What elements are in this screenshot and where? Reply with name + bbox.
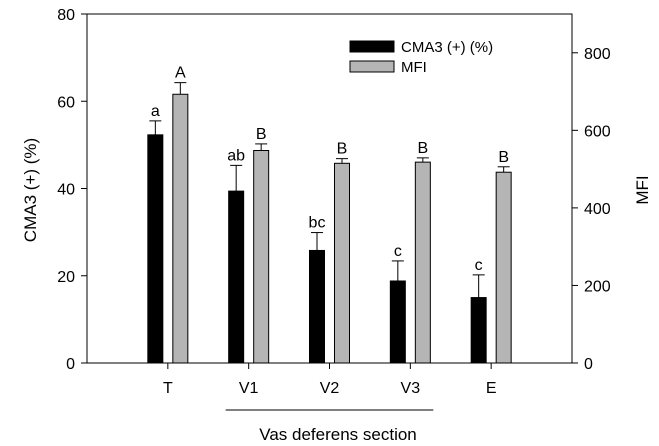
significance-label: c: [475, 257, 483, 274]
legend-label: MFI: [401, 59, 427, 76]
bar: [309, 249, 325, 364]
significance-label: B: [498, 149, 509, 166]
bar: [172, 93, 189, 364]
x-tick-label: V1: [239, 380, 259, 397]
significance-label: ab: [227, 147, 245, 164]
right-y-tick-label: 200: [584, 278, 611, 295]
significance-label: B: [417, 140, 428, 157]
right-y-tick-label: 800: [584, 46, 611, 63]
x-tick-label: V3: [401, 380, 421, 397]
significance-label: a: [151, 103, 160, 120]
right-y-tick-label: 400: [584, 201, 611, 218]
right-y-tick-label: 600: [584, 123, 611, 140]
bar: [253, 149, 270, 364]
x-axis: T V1 V2 V3 E: [163, 363, 497, 411]
x-tick-label: T: [163, 380, 173, 397]
y-axis-right-title: MFI: [633, 175, 652, 204]
bar: [334, 162, 350, 364]
legend-swatch: [349, 60, 395, 73]
right-y-tick-label: 0: [584, 356, 593, 373]
bar: [389, 280, 406, 364]
left-y-tick-label: 80: [57, 7, 75, 24]
left-y-tick-label: 20: [57, 269, 75, 286]
bar: [228, 190, 245, 364]
bar: [147, 134, 164, 364]
significance-label: bc: [309, 215, 326, 232]
significance-label: B: [256, 126, 267, 143]
significance-label: B: [337, 141, 348, 158]
right-y-axis: 0 200 400 600 800: [572, 46, 611, 373]
legend-swatch: [349, 40, 395, 53]
x-axis-title: Vas deferens section: [259, 425, 417, 444]
bar-series: a ab bc c c A B B B B: [147, 65, 512, 364]
legend-label: CMA3 (+) (%): [401, 39, 493, 56]
left-y-tick-label: 40: [57, 182, 75, 199]
bar: [495, 171, 512, 364]
significance-label: c: [394, 243, 402, 260]
left-y-tick-label: 0: [66, 356, 75, 373]
bar: [470, 297, 487, 364]
left-y-tick-label: 60: [57, 94, 75, 111]
left-y-axis: 0 20 40 60 80: [57, 7, 87, 373]
x-tick-label: E: [486, 380, 497, 397]
x-tick-label: V2: [320, 380, 340, 397]
bar: [414, 161, 431, 364]
significance-label: A: [175, 65, 186, 82]
legend: CMA3 (+) (%) MFI: [349, 39, 493, 76]
y-axis-left-title: CMA3 (+) (%): [21, 138, 40, 242]
